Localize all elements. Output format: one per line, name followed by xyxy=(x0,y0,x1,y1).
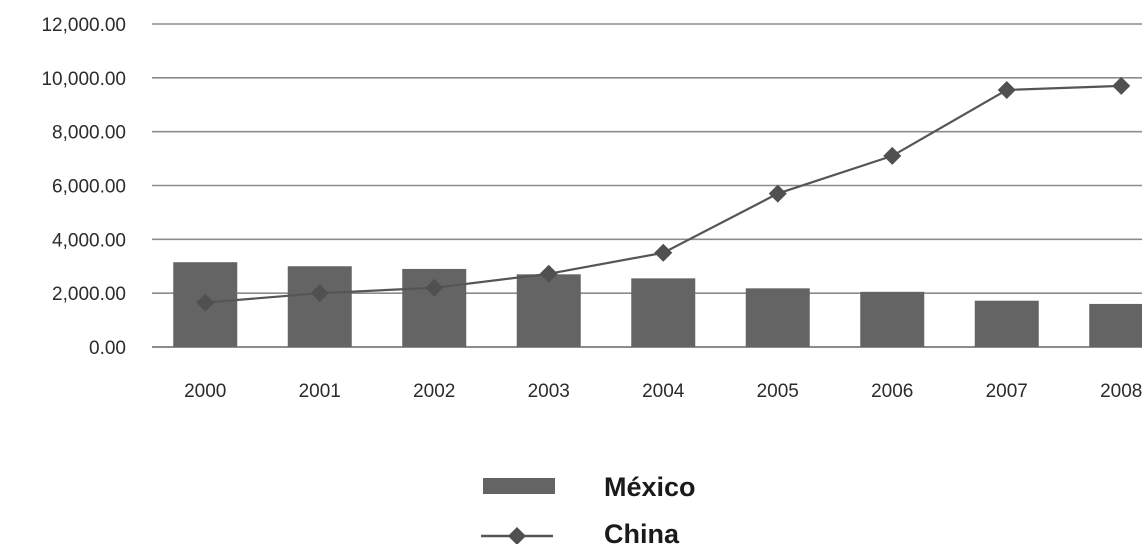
bar-mexico xyxy=(860,291,925,347)
point-china xyxy=(654,243,673,262)
legend-label-china: China xyxy=(604,519,680,544)
bar-mexico xyxy=(287,266,352,347)
x-tick-label: 2007 xyxy=(986,381,1028,402)
y-axis-ticks: 0.00 2,000.00 4,000.00 6,000.00 8,000.00 10,0… xyxy=(41,15,126,359)
y-tick-label: 2,000.00 xyxy=(52,284,126,305)
y-tick-label: 8,000.00 xyxy=(52,123,126,144)
point-china xyxy=(310,284,329,303)
y-tick-label: 12,000.00 xyxy=(41,15,126,36)
bar-mexico xyxy=(1089,303,1142,347)
y-tick-label: 10,000.00 xyxy=(41,69,126,90)
x-tick-label: 2000 xyxy=(184,381,226,402)
point-china xyxy=(997,80,1016,99)
x-tick-label: 2003 xyxy=(528,381,570,402)
china-line xyxy=(196,76,1131,312)
y-tick-label: 4,000.00 xyxy=(52,230,126,251)
point-china xyxy=(425,278,444,297)
bar-mexico xyxy=(516,274,581,347)
x-tick-label: 2004 xyxy=(642,381,685,402)
legend-swatch-china-marker xyxy=(508,527,526,545)
point-china xyxy=(883,146,902,165)
bar-mexico xyxy=(745,288,810,347)
legend-label-mexico: México xyxy=(604,472,696,502)
bar-mexico xyxy=(974,300,1039,347)
x-axis-ticks: 2000 2001 2002 2003 2004 2005 2006 2007 2008 xyxy=(184,381,1142,402)
x-tick-label: 2006 xyxy=(871,381,913,402)
point-china xyxy=(196,293,215,312)
bar-mexico xyxy=(631,278,696,347)
legend: México China xyxy=(481,472,696,549)
x-tick-label: 2005 xyxy=(757,381,799,402)
legend-swatch-mexico xyxy=(483,478,555,494)
point-china xyxy=(1112,76,1131,95)
y-tick-label: 0.00 xyxy=(89,338,126,359)
point-china xyxy=(768,184,787,203)
x-tick-label: 2008 xyxy=(1100,381,1142,402)
point-china xyxy=(539,264,558,283)
y-tick-label: 6,000.00 xyxy=(52,177,126,198)
x-tick-label: 2002 xyxy=(413,381,455,402)
x-tick-label: 2001 xyxy=(299,381,341,402)
mexico-bars xyxy=(173,262,1142,347)
